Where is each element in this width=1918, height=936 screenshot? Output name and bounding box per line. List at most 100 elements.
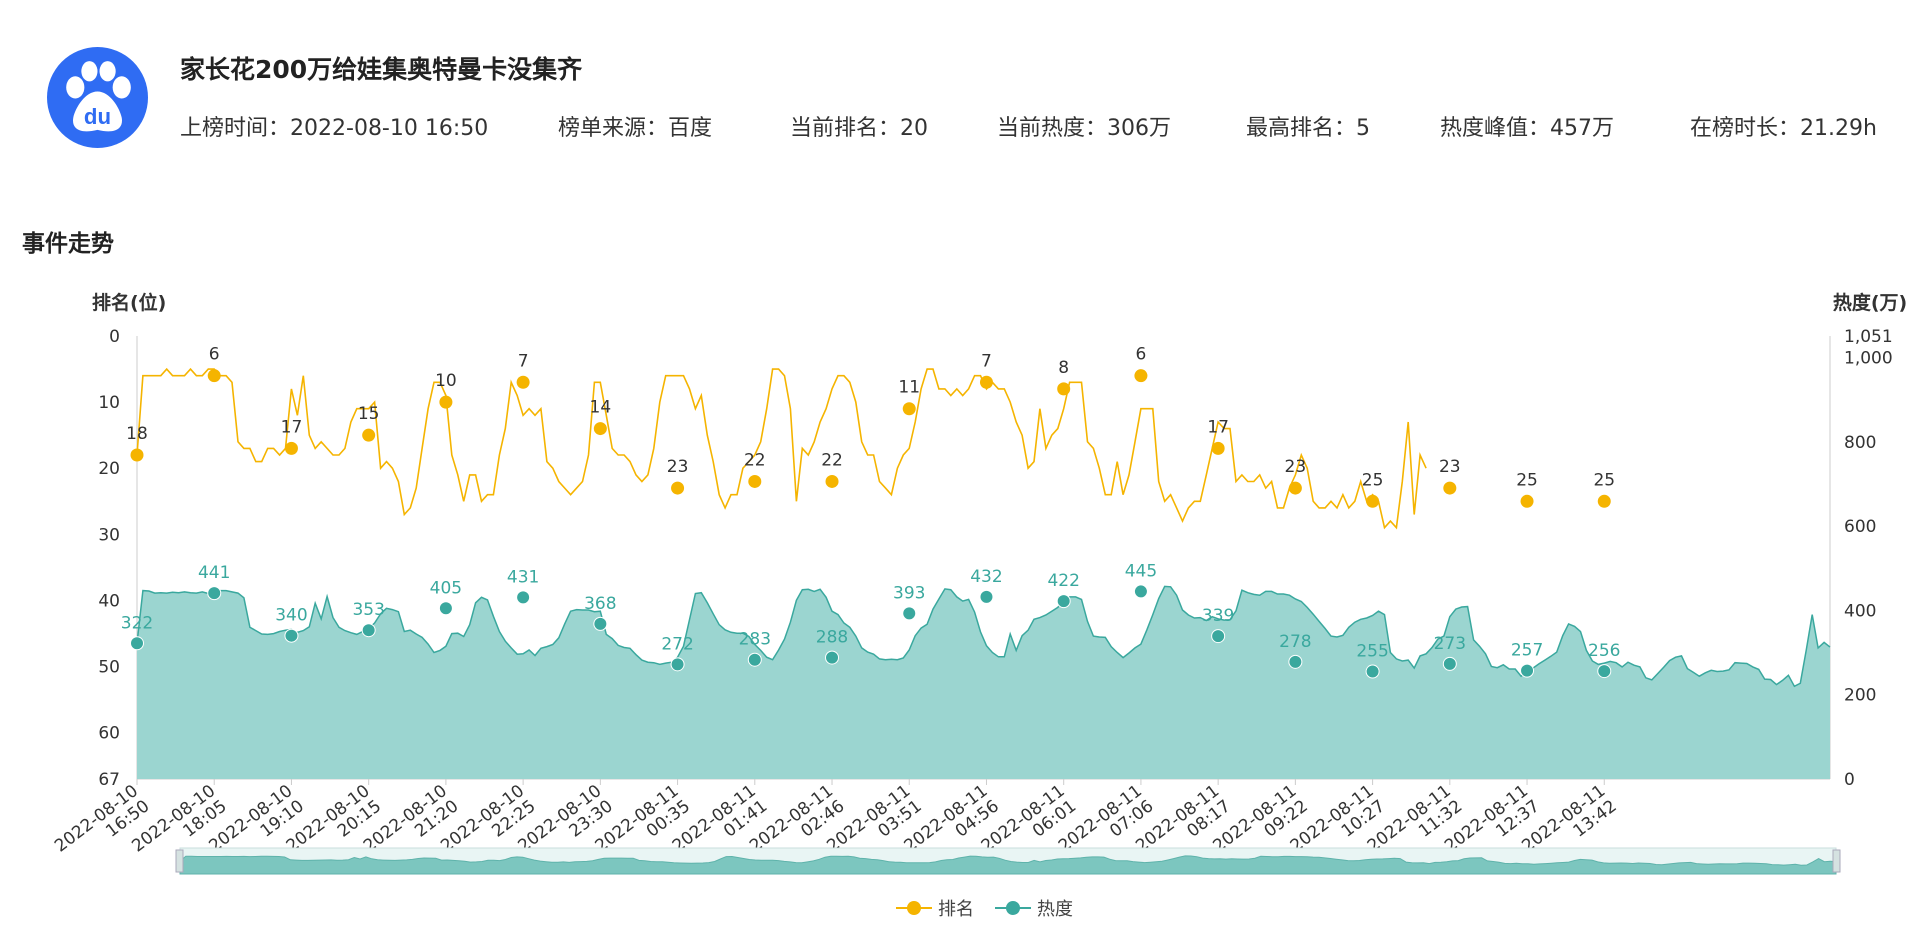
heat-data-label: 283 <box>739 630 771 650</box>
heat-series-line <box>136 585 1831 688</box>
y-right-axis-title: 热度(万) <box>1833 291 1907 314</box>
section-title: 事件走势 <box>22 231 114 257</box>
y-left-tick-label: 60 <box>98 724 120 744</box>
heat-data-label: 273 <box>1434 634 1466 654</box>
y-left-tick-label: 30 <box>98 525 120 545</box>
rank-data-label: 14 <box>590 398 612 418</box>
heat-data-label: 368 <box>584 594 616 614</box>
legend-label: 热度 <box>1037 899 1073 920</box>
rank-marker <box>1211 441 1225 455</box>
y-right-tick-label: 400 <box>1844 601 1876 621</box>
rank-marker <box>1366 494 1380 508</box>
heat-data-label: 422 <box>1047 571 1079 591</box>
heat-data-label: 272 <box>661 634 693 654</box>
baidu-logo: du <box>47 47 148 148</box>
rank-marker <box>902 402 916 416</box>
paw-icon <box>66 61 131 132</box>
y-left-tick-label: 67 <box>98 770 120 790</box>
meta-value: 21.29h <box>1800 116 1877 141</box>
rank-data-label: 10 <box>435 371 457 391</box>
legend-item-rank[interactable]: 排名 <box>896 895 974 921</box>
heat-marker <box>593 616 608 631</box>
heat-marker <box>438 601 453 616</box>
zoom-handle-left[interactable] <box>175 849 184 873</box>
heat-area <box>137 586 1830 779</box>
y-right-tick-label: 800 <box>1844 433 1876 453</box>
rank-marker <box>362 428 376 442</box>
meta-label: 当前热度： <box>997 116 1108 141</box>
rank-data-label: 8 <box>1058 358 1069 378</box>
rank-marker <box>593 422 607 436</box>
meta-value: 5 <box>1356 116 1371 141</box>
heat-data-label: 256 <box>1588 641 1620 661</box>
rank-marker <box>130 448 144 462</box>
rank-marker <box>1057 382 1071 396</box>
y-left-tick-label: 0 <box>109 327 120 347</box>
meta-item: 热度峰值：457万 <box>1440 110 1614 142</box>
meta-item: 榜单来源：百度 <box>558 110 712 142</box>
heat-marker <box>1211 629 1226 644</box>
heat-data-label: 431 <box>507 567 539 587</box>
heat-marker <box>825 650 840 665</box>
heat-marker <box>1056 594 1071 609</box>
y-right-tick-label: 600 <box>1844 517 1876 537</box>
heat-marker <box>207 586 222 601</box>
heat-data-label: 353 <box>352 600 384 620</box>
y-left-tick-label: 10 <box>98 393 120 413</box>
rank-marker <box>748 474 762 488</box>
meta-value: 百度 <box>668 116 713 141</box>
rank-marker <box>671 481 685 495</box>
heat-marker <box>361 623 376 638</box>
meta-value: 2022-08-10 16:50 <box>290 116 489 141</box>
rank-marker <box>439 395 453 409</box>
zoom-preview-area <box>179 855 1837 875</box>
rank-marker <box>825 474 839 488</box>
meta-item: 在榜时长：21.29h <box>1690 110 1877 142</box>
legend-swatch-icon <box>995 901 1031 915</box>
rank-marker <box>516 375 530 389</box>
meta-label: 在榜时长： <box>1690 116 1801 141</box>
heat-marker <box>902 606 917 621</box>
rank-data-label: 25 <box>1516 470 1538 490</box>
meta-label: 上榜时间： <box>180 116 291 141</box>
y-left-axis-title: 排名(位) <box>92 291 166 314</box>
rank-data-label: 22 <box>821 450 843 470</box>
heat-marker <box>1133 584 1148 599</box>
heat-marker <box>1520 663 1535 678</box>
heat-data-label: 405 <box>430 578 462 598</box>
legend-item-heat[interactable]: 热度 <box>995 895 1073 921</box>
y-right-tick-label: 0 <box>1844 770 1855 790</box>
rank-marker <box>1288 481 1302 495</box>
heat-data-label: 340 <box>275 606 307 626</box>
rank-data-label: 17 <box>281 417 303 437</box>
heat-marker <box>516 590 531 605</box>
heat-data-label: 255 <box>1356 642 1388 662</box>
rank-data-label: 25 <box>1593 470 1615 490</box>
heat-data-label: 257 <box>1511 641 1543 661</box>
event-title: 家长花200万给娃集奥特曼卡没集齐 <box>180 55 583 84</box>
x-tick-label: 2022-08-1016:50 <box>51 781 153 872</box>
rank-data-label: 7 <box>981 351 992 371</box>
meta-item: 当前排名：20 <box>790 110 928 142</box>
rank-marker <box>1597 494 1611 508</box>
legend-swatch-icon <box>896 901 932 915</box>
meta-item: 最高排名：5 <box>1246 110 1370 142</box>
zoom-handle-right[interactable] <box>1832 849 1841 873</box>
meta-item: 当前热度：306万 <box>997 110 1171 142</box>
meta-label: 榜单来源： <box>558 116 669 141</box>
rank-data-label: 17 <box>1207 417 1229 437</box>
rank-data-label: 23 <box>667 457 689 477</box>
heat-marker <box>747 652 762 667</box>
heat-data-label: 288 <box>816 628 848 648</box>
heat-data-label: 445 <box>1125 561 1157 581</box>
heat-marker <box>1288 654 1303 669</box>
meta-label: 最高排名： <box>1246 116 1357 141</box>
meta-value: 306万 <box>1107 116 1172 141</box>
rank-series-line <box>136 367 1427 530</box>
rank-data-label: 25 <box>1362 470 1384 490</box>
rank-marker <box>1520 494 1534 508</box>
y-left-tick-label: 40 <box>98 591 120 611</box>
rank-marker <box>1134 369 1148 383</box>
heat-marker <box>1597 664 1612 679</box>
heat-data-label: 441 <box>198 563 230 583</box>
